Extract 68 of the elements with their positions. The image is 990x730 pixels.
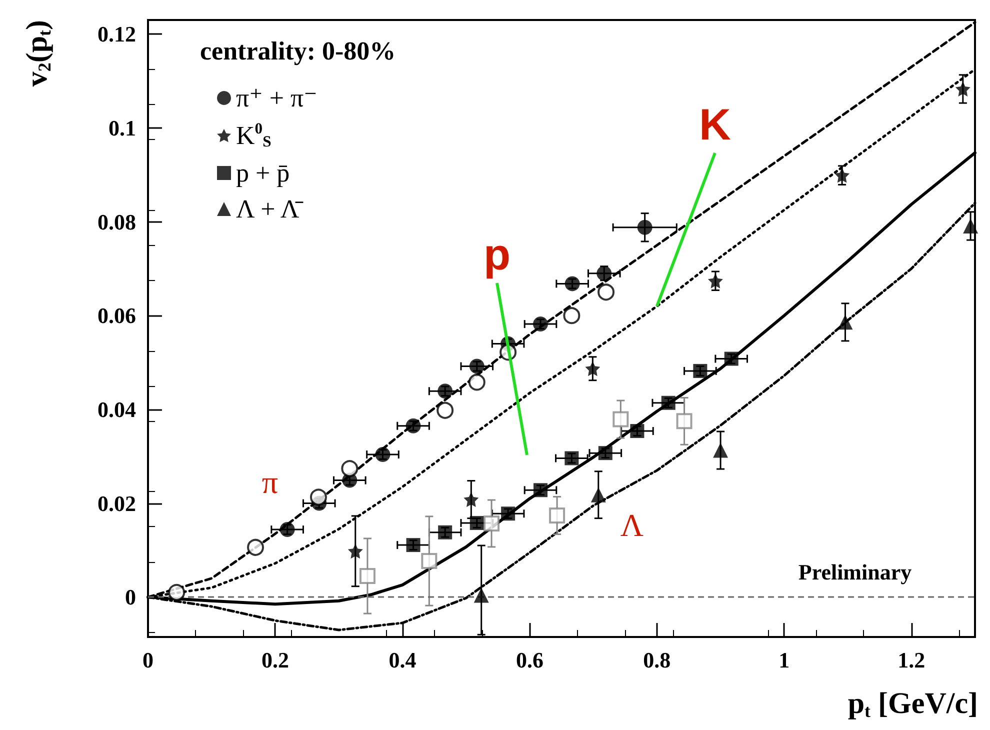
annotation: Preliminary (798, 560, 912, 584)
point (468, 374, 486, 391)
point (661, 396, 676, 410)
point (341, 460, 358, 478)
point (280, 522, 295, 538)
point (469, 358, 484, 374)
point (474, 588, 489, 603)
y-tick-label: 0 (125, 584, 136, 610)
point (612, 411, 629, 428)
annotation: K (699, 100, 732, 150)
point (563, 307, 580, 324)
point (464, 492, 479, 508)
annotation: p (484, 230, 510, 280)
point (484, 515, 500, 532)
point (438, 525, 452, 540)
annotation: Λ (620, 507, 644, 543)
x-tick-label: 1 (778, 648, 790, 672)
point (630, 424, 644, 438)
point (533, 316, 548, 332)
x-tick-label: 0 (142, 648, 154, 672)
x-tick-label: 0.8 (643, 648, 671, 672)
point (637, 220, 652, 235)
x-tick-label: 0.4 (388, 648, 416, 672)
point (406, 538, 420, 552)
x-tick-label: 0.6 (516, 648, 544, 672)
point (713, 442, 728, 458)
y-tick-label: 0.1 (108, 115, 136, 140)
point (564, 276, 580, 292)
point (963, 218, 978, 234)
point (693, 364, 708, 378)
legend-label: π⁺ + π⁻ (236, 84, 318, 112)
point (598, 284, 615, 301)
legend-title: centrality: 0-80% (200, 36, 396, 66)
y-tick-label: 0.02 (98, 490, 136, 516)
point (564, 451, 579, 466)
point (348, 544, 363, 559)
point (406, 418, 421, 434)
point (421, 552, 438, 569)
point (676, 413, 692, 430)
point (834, 168, 850, 183)
point (724, 352, 738, 366)
y-tick-label: 0.06 (98, 303, 136, 328)
y-tick-label: 0.04 (98, 396, 136, 422)
y-axis-title: v2(pt) (20, 20, 54, 87)
point (585, 361, 600, 376)
point (838, 314, 853, 330)
point (708, 273, 723, 288)
x-tick-label: 0.2 (261, 648, 289, 672)
y-tick-label: 0.12 (98, 22, 136, 47)
point (534, 483, 548, 498)
point (359, 568, 376, 584)
point (438, 384, 453, 399)
legend-label: p + p̄ (236, 158, 290, 188)
point (310, 488, 327, 506)
point (375, 446, 390, 462)
legend-label: Λ + Λ̄ (236, 194, 304, 224)
y-tick-label: 0.08 (98, 209, 136, 234)
point (596, 266, 612, 281)
x-tick-label: 1.2 (898, 648, 926, 672)
point (549, 507, 566, 524)
point (590, 487, 606, 502)
point (247, 538, 264, 556)
point (598, 446, 612, 460)
point (168, 584, 186, 601)
point (501, 506, 516, 521)
point (955, 81, 970, 96)
annotation: π (262, 464, 278, 500)
point (436, 402, 454, 419)
